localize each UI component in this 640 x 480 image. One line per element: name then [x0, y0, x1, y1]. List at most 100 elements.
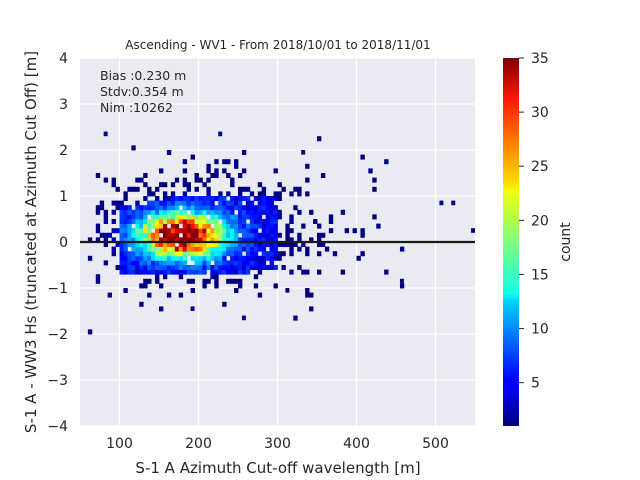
heatmap-cell — [190, 269, 195, 275]
heatmap-cell — [234, 223, 239, 229]
heatmap-cell — [135, 209, 140, 215]
heatmap-cell — [261, 246, 267, 252]
heatmap-cell — [186, 196, 191, 201]
heatmap-cell — [166, 150, 172, 155]
heatmap-cell — [190, 228, 195, 234]
heatmap-cell — [309, 237, 314, 243]
heatmap-cell — [119, 232, 124, 238]
heatmap-cell — [162, 228, 168, 234]
heatmap-cell — [269, 219, 274, 224]
heatmap-cell — [182, 200, 188, 206]
heatmap-cell — [143, 278, 148, 284]
heatmap-cell — [155, 274, 160, 280]
heatmap-cell — [151, 209, 156, 215]
heatmap-cell — [273, 283, 278, 289]
heatmap-cell — [218, 200, 223, 206]
heatmap-cell — [297, 265, 302, 270]
heatmap-cell — [111, 251, 116, 257]
heatmap-cell — [210, 237, 215, 243]
heatmap-cell — [103, 237, 109, 243]
heatmap-cell — [206, 228, 211, 234]
heatmap-cell — [234, 159, 239, 165]
heatmap-cell — [103, 209, 109, 215]
heatmap-cell — [241, 315, 246, 321]
heatmap-cell — [230, 219, 235, 224]
heatmap-cell — [119, 269, 124, 275]
heatmap-cell — [159, 200, 164, 206]
heatmap-cell — [277, 182, 282, 188]
heatmap-cell — [139, 269, 144, 275]
heatmap-cell — [202, 283, 207, 289]
heatmap-cell — [123, 246, 128, 252]
heatmap-cell — [222, 205, 227, 211]
x-tick-label: 500 — [422, 436, 449, 452]
heatmap-cell — [147, 186, 152, 192]
heatmap-cell — [234, 219, 239, 224]
heatmap-cell — [139, 177, 144, 183]
colorbar — [503, 58, 519, 426]
heatmap-cell — [166, 237, 172, 243]
heatmap-cell — [245, 223, 251, 229]
heatmap-cell — [226, 209, 231, 215]
heatmap-cell — [155, 260, 160, 266]
heatmap-cell — [178, 260, 184, 266]
heatmap-cell — [277, 191, 282, 197]
heatmap-cell — [135, 260, 140, 266]
heatmap-cell — [249, 223, 255, 229]
heatmap-cell — [166, 200, 172, 206]
heatmap-cell — [119, 242, 124, 247]
colorbar-tick-label: 25 — [531, 159, 549, 175]
x-axis-label: S-1 A Azimuth Cut-off wavelength [m] — [135, 459, 420, 477]
heatmap-cell — [222, 159, 227, 165]
heatmap-cell — [127, 251, 132, 257]
heatmap-cell — [159, 265, 164, 270]
heatmap-cell — [273, 232, 278, 238]
heatmap-cell — [174, 196, 180, 201]
heatmap-cell — [281, 242, 286, 247]
heatmap-cell — [174, 255, 180, 261]
heatmap-cell — [265, 219, 270, 224]
heatmap-cell — [234, 196, 239, 201]
heatmap-cell — [155, 255, 160, 261]
heatmap-cell — [115, 205, 120, 211]
heatmap-cell — [265, 200, 270, 206]
heatmap-cell — [320, 242, 326, 247]
heatmap-cell — [159, 182, 164, 188]
annotation-nim: Nim :10262 — [100, 100, 173, 115]
heatmap-cell — [190, 219, 195, 224]
heatmap-cell — [218, 251, 223, 257]
heatmap-cell — [147, 242, 152, 247]
heatmap-cell — [273, 265, 278, 270]
heatmap-cell — [257, 200, 263, 206]
heatmap-cell — [143, 232, 148, 238]
heatmap-cell — [265, 209, 270, 215]
heatmap-cell — [194, 196, 199, 201]
heatmap-cell — [317, 269, 322, 275]
heatmap-cell — [170, 246, 176, 252]
heatmap-cell — [139, 209, 144, 215]
heatmap-cell — [245, 251, 251, 257]
heatmap-cell — [305, 246, 310, 252]
heatmap-cell — [139, 237, 144, 243]
heatmap-cell — [139, 283, 144, 289]
heatmap-cell — [301, 223, 306, 229]
heatmap-cell — [159, 251, 164, 257]
heatmap-cell — [166, 292, 172, 298]
heatmap-cell — [186, 269, 191, 275]
heatmap-cell — [178, 292, 184, 298]
heatmap-cell — [210, 274, 215, 280]
heatmap-cell — [162, 200, 168, 206]
heatmap-cell — [241, 228, 247, 234]
heatmap-cell — [151, 255, 156, 261]
heatmap-cell — [182, 182, 188, 188]
heatmap-cell — [230, 255, 235, 261]
heatmap-cell — [206, 163, 211, 169]
heatmap-cell — [214, 205, 219, 211]
heatmap-cell — [127, 237, 132, 243]
heatmap-cell — [198, 223, 203, 229]
heatmap-cell — [159, 242, 164, 247]
heatmap-cell — [170, 209, 176, 215]
heatmap-cell — [273, 168, 278, 174]
heatmap-cell — [139, 223, 144, 229]
heatmap-cell — [317, 237, 322, 243]
